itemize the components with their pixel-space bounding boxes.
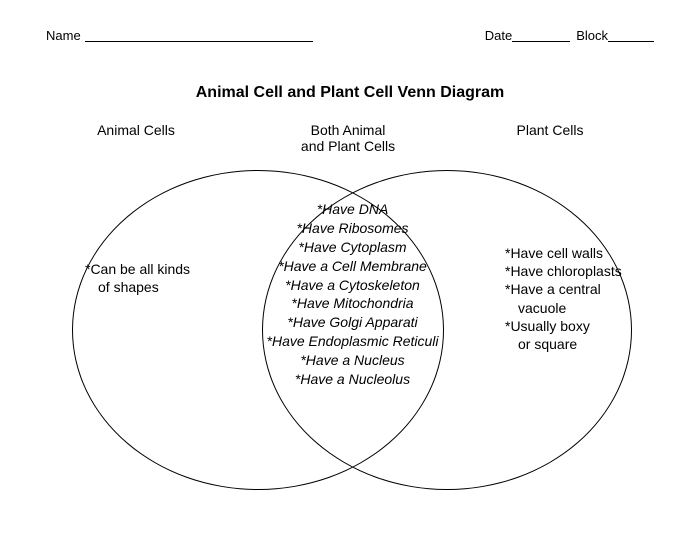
block-field-line[interactable] bbox=[608, 28, 654, 42]
worksheet-header: Name Date Block bbox=[46, 28, 654, 43]
venn-item: *Have a central bbox=[505, 280, 640, 298]
page-title: Animal Cell and Plant Cell Venn Diagram bbox=[0, 84, 700, 102]
venn-item: *Have chloroplasts bbox=[505, 262, 640, 280]
date-label: Date bbox=[485, 28, 512, 43]
venn-item: *Have Cytoplasm bbox=[240, 238, 465, 257]
venn-diagram: *Can be all kindsof shapes *Have DNA*Hav… bbox=[30, 170, 670, 510]
column-headers: Animal Cells Both Animal and Plant Cells… bbox=[0, 122, 700, 154]
center-header-line2: and Plant Cells bbox=[301, 138, 395, 154]
venn-item: *Have Golgi Apparati bbox=[240, 313, 465, 332]
center-column-header: Both Animal and Plant Cells bbox=[232, 122, 464, 154]
venn-item: *Have Ribosomes bbox=[240, 219, 465, 238]
venn-item: *Have DNA bbox=[240, 200, 465, 219]
venn-item: *Have a Nucleolus bbox=[240, 370, 465, 389]
name-field-line[interactable] bbox=[85, 28, 313, 42]
venn-item: *Have cell walls bbox=[505, 244, 640, 262]
venn-right-region: *Have cell walls*Have chloroplasts*Have … bbox=[505, 244, 640, 353]
date-field-line[interactable] bbox=[512, 28, 570, 42]
venn-item: *Have Endoplasmic Reticuli bbox=[240, 332, 465, 351]
venn-item: *Can be all kinds bbox=[85, 260, 215, 278]
venn-left-region: *Can be all kindsof shapes bbox=[85, 260, 215, 296]
venn-item: *Have a Cytoskeleton bbox=[240, 276, 465, 295]
venn-item: or square bbox=[505, 335, 640, 353]
venn-item: of shapes bbox=[85, 278, 215, 296]
venn-item: *Have a Cell Membrane bbox=[240, 257, 465, 276]
venn-item: *Have a Nucleus bbox=[240, 351, 465, 370]
venn-item: vacuole bbox=[505, 299, 640, 317]
block-label: Block bbox=[576, 28, 608, 43]
venn-item: *Have Mitochondria bbox=[240, 294, 465, 313]
right-column-header: Plant Cells bbox=[464, 122, 696, 154]
name-label: Name bbox=[46, 28, 81, 43]
left-column-header: Animal Cells bbox=[0, 122, 232, 154]
center-header-line1: Both Animal bbox=[311, 122, 386, 138]
venn-item: *Usually boxy bbox=[505, 317, 640, 335]
venn-center-region: *Have DNA*Have Ribosomes*Have Cytoplasm*… bbox=[240, 200, 465, 389]
